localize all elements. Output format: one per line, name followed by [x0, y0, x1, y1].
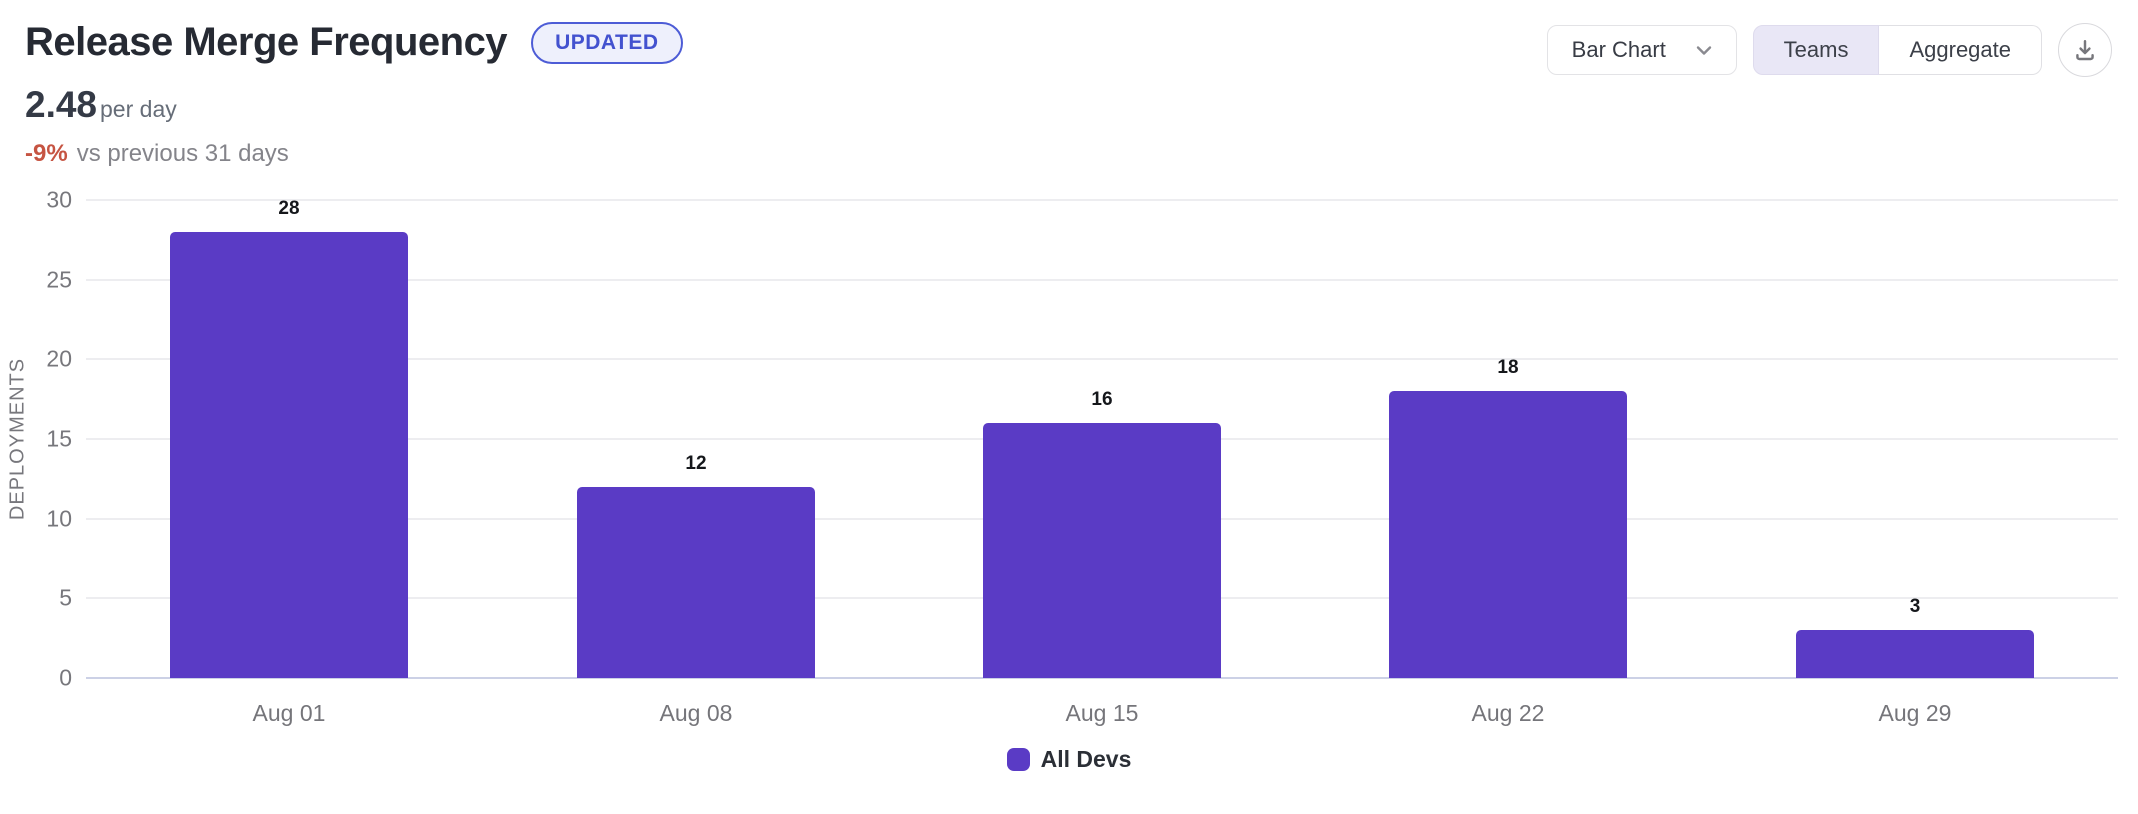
bar-value-label: 16 [1091, 389, 1113, 410]
x-tick-label: Aug 01 [252, 700, 326, 726]
plot-area: 28 12 16 18 3 [86, 198, 2118, 679]
x-tick-label: Aug 22 [1471, 700, 1545, 726]
x-axis: Aug 01 Aug 08 Aug 15 Aug 22 Aug 29 [86, 700, 2118, 734]
legend-marker [1006, 748, 1030, 771]
y-tick-label: 20 [46, 345, 72, 372]
chart-type-selected-label: Bar Chart [1571, 37, 1666, 62]
gridline [86, 358, 2118, 360]
y-axis: 0 5 10 15 20 25 30 [0, 187, 72, 691]
x-tick-label: Aug 08 [659, 700, 733, 726]
download-icon [2071, 36, 2099, 64]
y-tick-label: 10 [46, 505, 72, 532]
page-title: Release Merge Frequency [25, 20, 508, 64]
bar-value-label: 3 [1909, 596, 1921, 617]
x-tick-label: Aug 15 [1065, 700, 1139, 726]
stat-value: 2.48 [25, 84, 98, 125]
legend-item-all-devs[interactable]: All Devs [1006, 746, 1132, 773]
toolbar: Bar Chart Teams Aggregate [1546, 23, 2112, 77]
delta-value: -9% [25, 140, 68, 167]
header: Release Merge Frequency UPDATED [25, 20, 683, 65]
x-tick-label: Aug 29 [1878, 700, 1952, 726]
y-tick-label: 25 [46, 266, 72, 293]
x-axis-baseline [86, 677, 2118, 679]
y-tick-label: 15 [46, 425, 72, 452]
chart-type-dropdown[interactable]: Bar Chart [1546, 25, 1737, 75]
bar-aug-08[interactable] [577, 487, 815, 678]
delta-row: -9% vs previous 31 days [25, 140, 289, 168]
gridline [86, 199, 2118, 201]
updated-badge: UPDATED [531, 21, 683, 64]
stat-row: 2.48 per day [25, 84, 177, 126]
view-toggle: Teams Aggregate [1752, 25, 2042, 75]
toggle-option-teams[interactable]: Teams [1752, 25, 1880, 75]
bar-aug-29[interactable] [1796, 630, 2034, 678]
bar-value-label: 12 [685, 453, 707, 474]
legend: All Devs [0, 746, 2138, 773]
legend-label: All Devs [1040, 746, 1132, 772]
y-tick-label: 30 [46, 186, 72, 213]
gridline [86, 279, 2118, 281]
bar-aug-01[interactable] [170, 232, 408, 678]
bar-aug-22[interactable] [1389, 391, 1627, 678]
bar-value-label: 28 [278, 198, 300, 219]
bar-value-label: 18 [1497, 357, 1519, 378]
y-tick-label: 5 [59, 584, 72, 611]
delta-context: vs previous 31 days [76, 140, 289, 167]
y-tick-label: 0 [59, 664, 72, 691]
bar-aug-15[interactable] [983, 423, 1221, 678]
stat-unit: per day [100, 96, 177, 122]
chevron-down-icon [1692, 38, 1716, 62]
toggle-option-aggregate[interactable]: Aggregate [1879, 25, 2042, 75]
download-button[interactable] [2058, 23, 2112, 77]
